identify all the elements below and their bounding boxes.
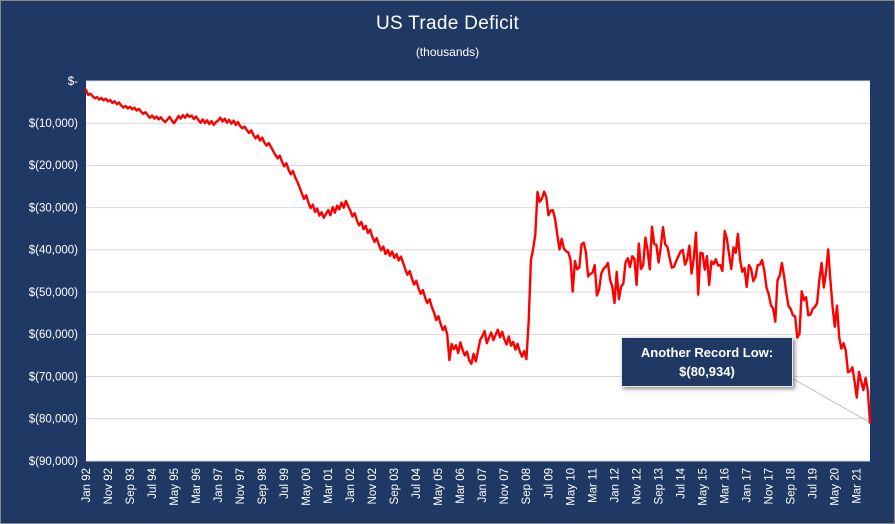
- x-axis-tick-label: Mar 01: [323, 468, 335, 504]
- x-axis-tick-label: May 95: [169, 468, 181, 506]
- x-axis-tick-label: Nov 02: [367, 468, 379, 504]
- y-axis-tick-label: $(90,000): [29, 456, 78, 468]
- y-axis-tick-label: $(60,000): [29, 329, 78, 341]
- chart-title: US Trade Deficit: [375, 13, 520, 34]
- x-axis-tick-label: May 20: [830, 468, 842, 506]
- x-axis-tick-label: Sep 93: [125, 468, 137, 504]
- y-axis-tick-label: $(50,000): [29, 287, 78, 299]
- trade-deficit-line-series: [84, 88, 872, 424]
- x-axis-tick-label: Jul 99: [279, 468, 291, 499]
- x-axis-tick-label: May 10: [565, 468, 577, 506]
- annotation-line1: Another Record Low:: [640, 345, 774, 360]
- x-axis-tick-label: May 05: [433, 468, 445, 506]
- x-axis-tick-label: Mar 11: [587, 468, 599, 503]
- x-axis-tick-label: Mar 96: [191, 468, 203, 504]
- annotation-line2: $(80,934): [679, 364, 735, 379]
- x-axis-tick-label: Jan 07: [477, 468, 489, 503]
- x-axis-tick-label: Nov 97: [235, 468, 247, 504]
- y-axis-tick-label: $(70,000): [29, 371, 78, 383]
- y-axis-tick-label: $(10,000): [29, 118, 78, 130]
- plot-background: [86, 81, 870, 461]
- x-axis-tick-label: Nov 12: [631, 468, 643, 504]
- x-axis-tick-label: Jul 04: [411, 467, 423, 498]
- x-axis-tick-label: Jul 19: [808, 468, 820, 499]
- y-axis-tick-label: $(40,000): [29, 245, 78, 257]
- x-axis-tick-label: May 15: [697, 468, 709, 506]
- y-axis-tick-label: $(20,000): [29, 160, 78, 172]
- x-axis-tick-label: Jul 14: [675, 467, 687, 498]
- annotation-callout: Another Record Low: $(80,934): [621, 337, 793, 387]
- y-axis-tick-label: $(80,000): [29, 414, 78, 426]
- x-axis-tick-label: Sep 18: [786, 468, 798, 504]
- y-axis-tick-label: $(30,000): [29, 202, 78, 214]
- x-axis-tick-label: Jan 97: [213, 468, 225, 503]
- x-axis-tick-label: Mar 06: [455, 468, 467, 504]
- x-axis-tick-label: Sep 08: [521, 468, 533, 504]
- annotation-leader-line: [789, 376, 871, 424]
- x-axis-tick-label: Mar 16: [719, 468, 731, 504]
- x-axis-tick-label: Jan 02: [345, 468, 357, 503]
- x-axis-tick-label: Jul 09: [543, 468, 555, 499]
- x-axis-tick-label: Jan 92: [81, 468, 93, 503]
- x-axis-tick-label: Mar 21: [852, 468, 864, 504]
- x-axis-tick-label: Nov 07: [499, 468, 511, 504]
- x-axis-tick-label: Jan 17: [741, 468, 753, 503]
- x-axis-tick-label: Jul 94: [147, 467, 159, 498]
- x-axis-tick-label: Jan 12: [609, 468, 621, 503]
- x-axis-tick-label: Sep 13: [653, 468, 665, 504]
- x-axis-tick-label: Sep 98: [257, 468, 269, 504]
- x-axis-tick-label: Sep 03: [389, 468, 401, 504]
- x-axis-tick-label: Nov 17: [763, 468, 775, 504]
- chart-subtitle: (thousands): [415, 45, 480, 59]
- x-axis-tick-label: Nov 92: [103, 468, 115, 504]
- y-axis-tick-label: $-: [68, 76, 78, 88]
- x-axis-tick-label: May 00: [301, 468, 313, 506]
